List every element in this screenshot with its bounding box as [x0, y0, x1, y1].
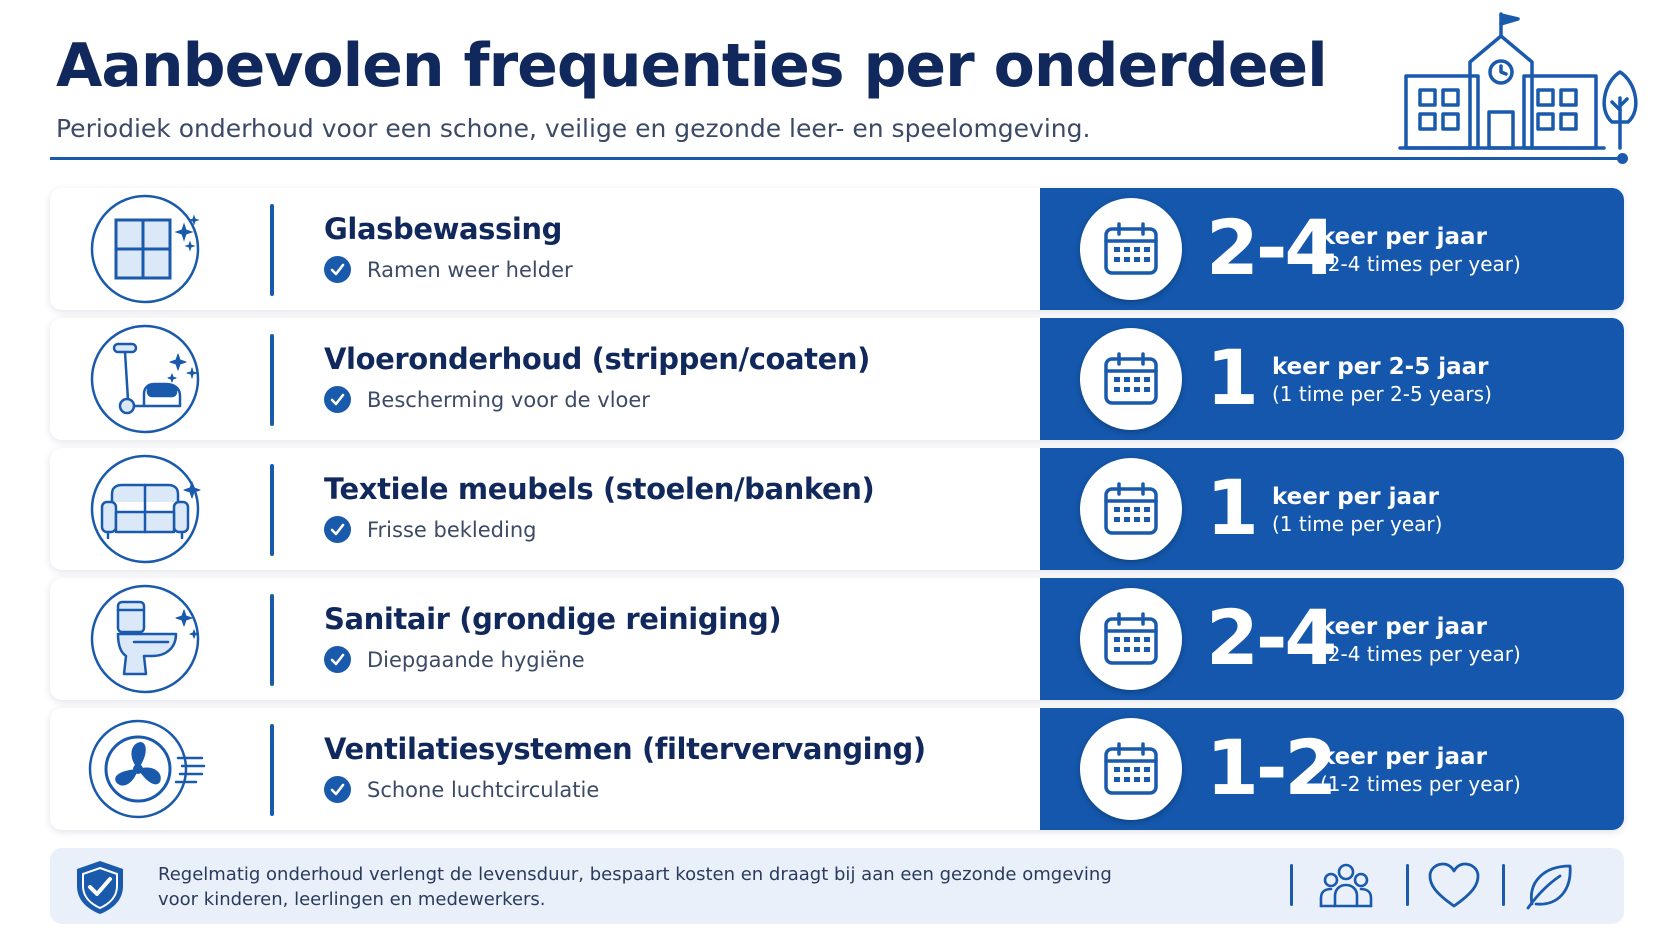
header-divider [50, 157, 1622, 160]
page-subtitle: Periodiek onderhoud voor een schone, vei… [56, 114, 1091, 143]
check-icon [324, 256, 351, 283]
frequency-value: 1 [1206, 333, 1259, 422]
item-frequency: 2-4 keer per jaar (2-4 times per year) [1040, 188, 1624, 310]
calendar-icon [1080, 328, 1182, 430]
item-frequency: 2-4 keer per jaar (2-4 times per year) [1040, 578, 1624, 700]
item-description: Vloeronderhoud (strippen/coaten) Bescher… [50, 318, 1040, 440]
frequency-label: keer per jaar (1-2 times per year) [1320, 744, 1521, 796]
item-title: Ventilatiesystemen (filtervervanging) [324, 732, 926, 766]
frequency-label: keer per jaar (2-4 times per year) [1320, 614, 1521, 666]
check-icon [324, 776, 351, 803]
check-icon [324, 386, 351, 413]
item-title: Textiele meubels (stoelen/banken) [324, 472, 875, 506]
school-building-icon [1398, 12, 1638, 150]
heart-icon [1428, 862, 1480, 908]
list-item: Vloeronderhoud (strippen/coaten) Bescher… [50, 318, 1624, 440]
row-divider [270, 724, 274, 816]
footer-message: Regelmatig onderhoud verlengt de levensd… [158, 862, 1112, 912]
item-description: Glasbewassing Ramen weer helder [50, 188, 1040, 310]
sofa-icon [90, 454, 201, 564]
window-icon [90, 194, 200, 304]
header: Aanbevolen frequenties per onderdeel Per… [56, 28, 1328, 143]
item-frequency: 1 keer per 2-5 jaar (1 time per 2-5 year… [1040, 318, 1624, 440]
frequency-sub: (1 time per year) [1272, 512, 1443, 536]
item-benefit-text: Ramen weer helder [367, 257, 573, 282]
frequency-label: keer per 2-5 jaar (1 time per 2-5 years) [1272, 354, 1492, 406]
footer-separator [1406, 864, 1409, 906]
frequency-value: 2-4 [1206, 203, 1337, 292]
frequency-sub: (2-4 times per year) [1320, 642, 1521, 666]
item-benefit-text: Bescherming voor de vloer [367, 387, 650, 412]
frequency-main: keer per jaar [1272, 484, 1439, 510]
footer-banner: Regelmatig onderhoud verlengt de levensd… [50, 848, 1624, 924]
list-item: Glasbewassing Ramen weer helder 2-4 keer… [50, 188, 1624, 310]
frequency-main: keer per jaar [1320, 224, 1487, 250]
frequency-main: keer per jaar [1320, 744, 1487, 770]
item-description: Ventilatiesystemen (filtervervanging) Sc… [50, 708, 1040, 830]
toilet-icon [90, 584, 200, 694]
frequency-value: 2-4 [1206, 593, 1337, 682]
frequency-sub: (1 time per 2-5 years) [1272, 382, 1492, 406]
check-icon [324, 646, 351, 673]
list-item: Textiele meubels (stoelen/banken) Frisse… [50, 448, 1624, 570]
frequency-sub: (1-2 times per year) [1320, 772, 1521, 796]
footer-line-1: Regelmatig onderhoud verlengt de levensd… [158, 864, 1112, 885]
list-item: Ventilatiesystemen (filtervervanging) Sc… [50, 708, 1624, 830]
leaf-icon [1526, 864, 1572, 910]
frequency-main: keer per jaar [1320, 614, 1487, 640]
item-frequency: 1-2 keer per jaar (1-2 times per year) [1040, 708, 1624, 830]
footer-line-2: voor kinderen, leerlingen en medewerkers… [158, 889, 546, 910]
item-benefit-text: Frisse bekleding [367, 517, 537, 542]
row-divider [270, 594, 274, 686]
list-item: Sanitair (grondige reiniging) Diepgaande… [50, 578, 1624, 700]
row-divider [270, 464, 274, 556]
row-divider [270, 204, 274, 296]
shield-check-icon [77, 861, 123, 914]
item-description: Textiele meubels (stoelen/banken) Frisse… [50, 448, 1040, 570]
footer-separator [1502, 864, 1505, 906]
frequency-value: 1 [1206, 463, 1259, 552]
item-frequency: 1 keer per jaar (1 time per year) [1040, 448, 1624, 570]
check-icon [324, 516, 351, 543]
calendar-icon [1080, 588, 1182, 690]
header-divider-dot [1617, 153, 1628, 164]
calendar-icon [1080, 198, 1182, 300]
frequency-main: keer per 2-5 jaar [1272, 354, 1489, 380]
floor-machine-icon [90, 324, 200, 434]
item-title: Glasbewassing [324, 212, 563, 246]
page-title: Aanbevolen frequenties per onderdeel [56, 31, 1328, 101]
item-description: Sanitair (grondige reiniging) Diepgaande… [50, 578, 1040, 700]
calendar-icon [1080, 458, 1182, 560]
frequency-list: Glasbewassing Ramen weer helder 2-4 keer… [50, 188, 1624, 838]
item-benefit: Diepgaande hygiëne [324, 646, 585, 673]
item-title: Vloeronderhoud (strippen/coaten) [324, 342, 871, 376]
item-benefit: Bescherming voor de vloer [324, 386, 650, 413]
ventilation-fan-icon [88, 719, 206, 819]
item-benefit: Ramen weer helder [324, 256, 573, 283]
item-title: Sanitair (grondige reiniging) [324, 602, 782, 636]
frequency-label: keer per jaar (2-4 times per year) [1320, 224, 1521, 276]
row-divider [270, 334, 274, 426]
frequency-label: keer per jaar (1 time per year) [1272, 484, 1442, 536]
frequency-value: 1-2 [1206, 723, 1337, 812]
item-benefit-text: Schone luchtcirculatie [367, 777, 600, 802]
footer-separator [1290, 864, 1293, 906]
calendar-icon [1080, 718, 1182, 820]
item-benefit-text: Diepgaande hygiëne [367, 647, 585, 672]
item-benefit: Frisse bekleding [324, 516, 536, 543]
frequency-sub: (2-4 times per year) [1320, 252, 1521, 276]
people-icon [1319, 863, 1373, 908]
item-benefit: Schone luchtcirculatie [324, 776, 599, 803]
